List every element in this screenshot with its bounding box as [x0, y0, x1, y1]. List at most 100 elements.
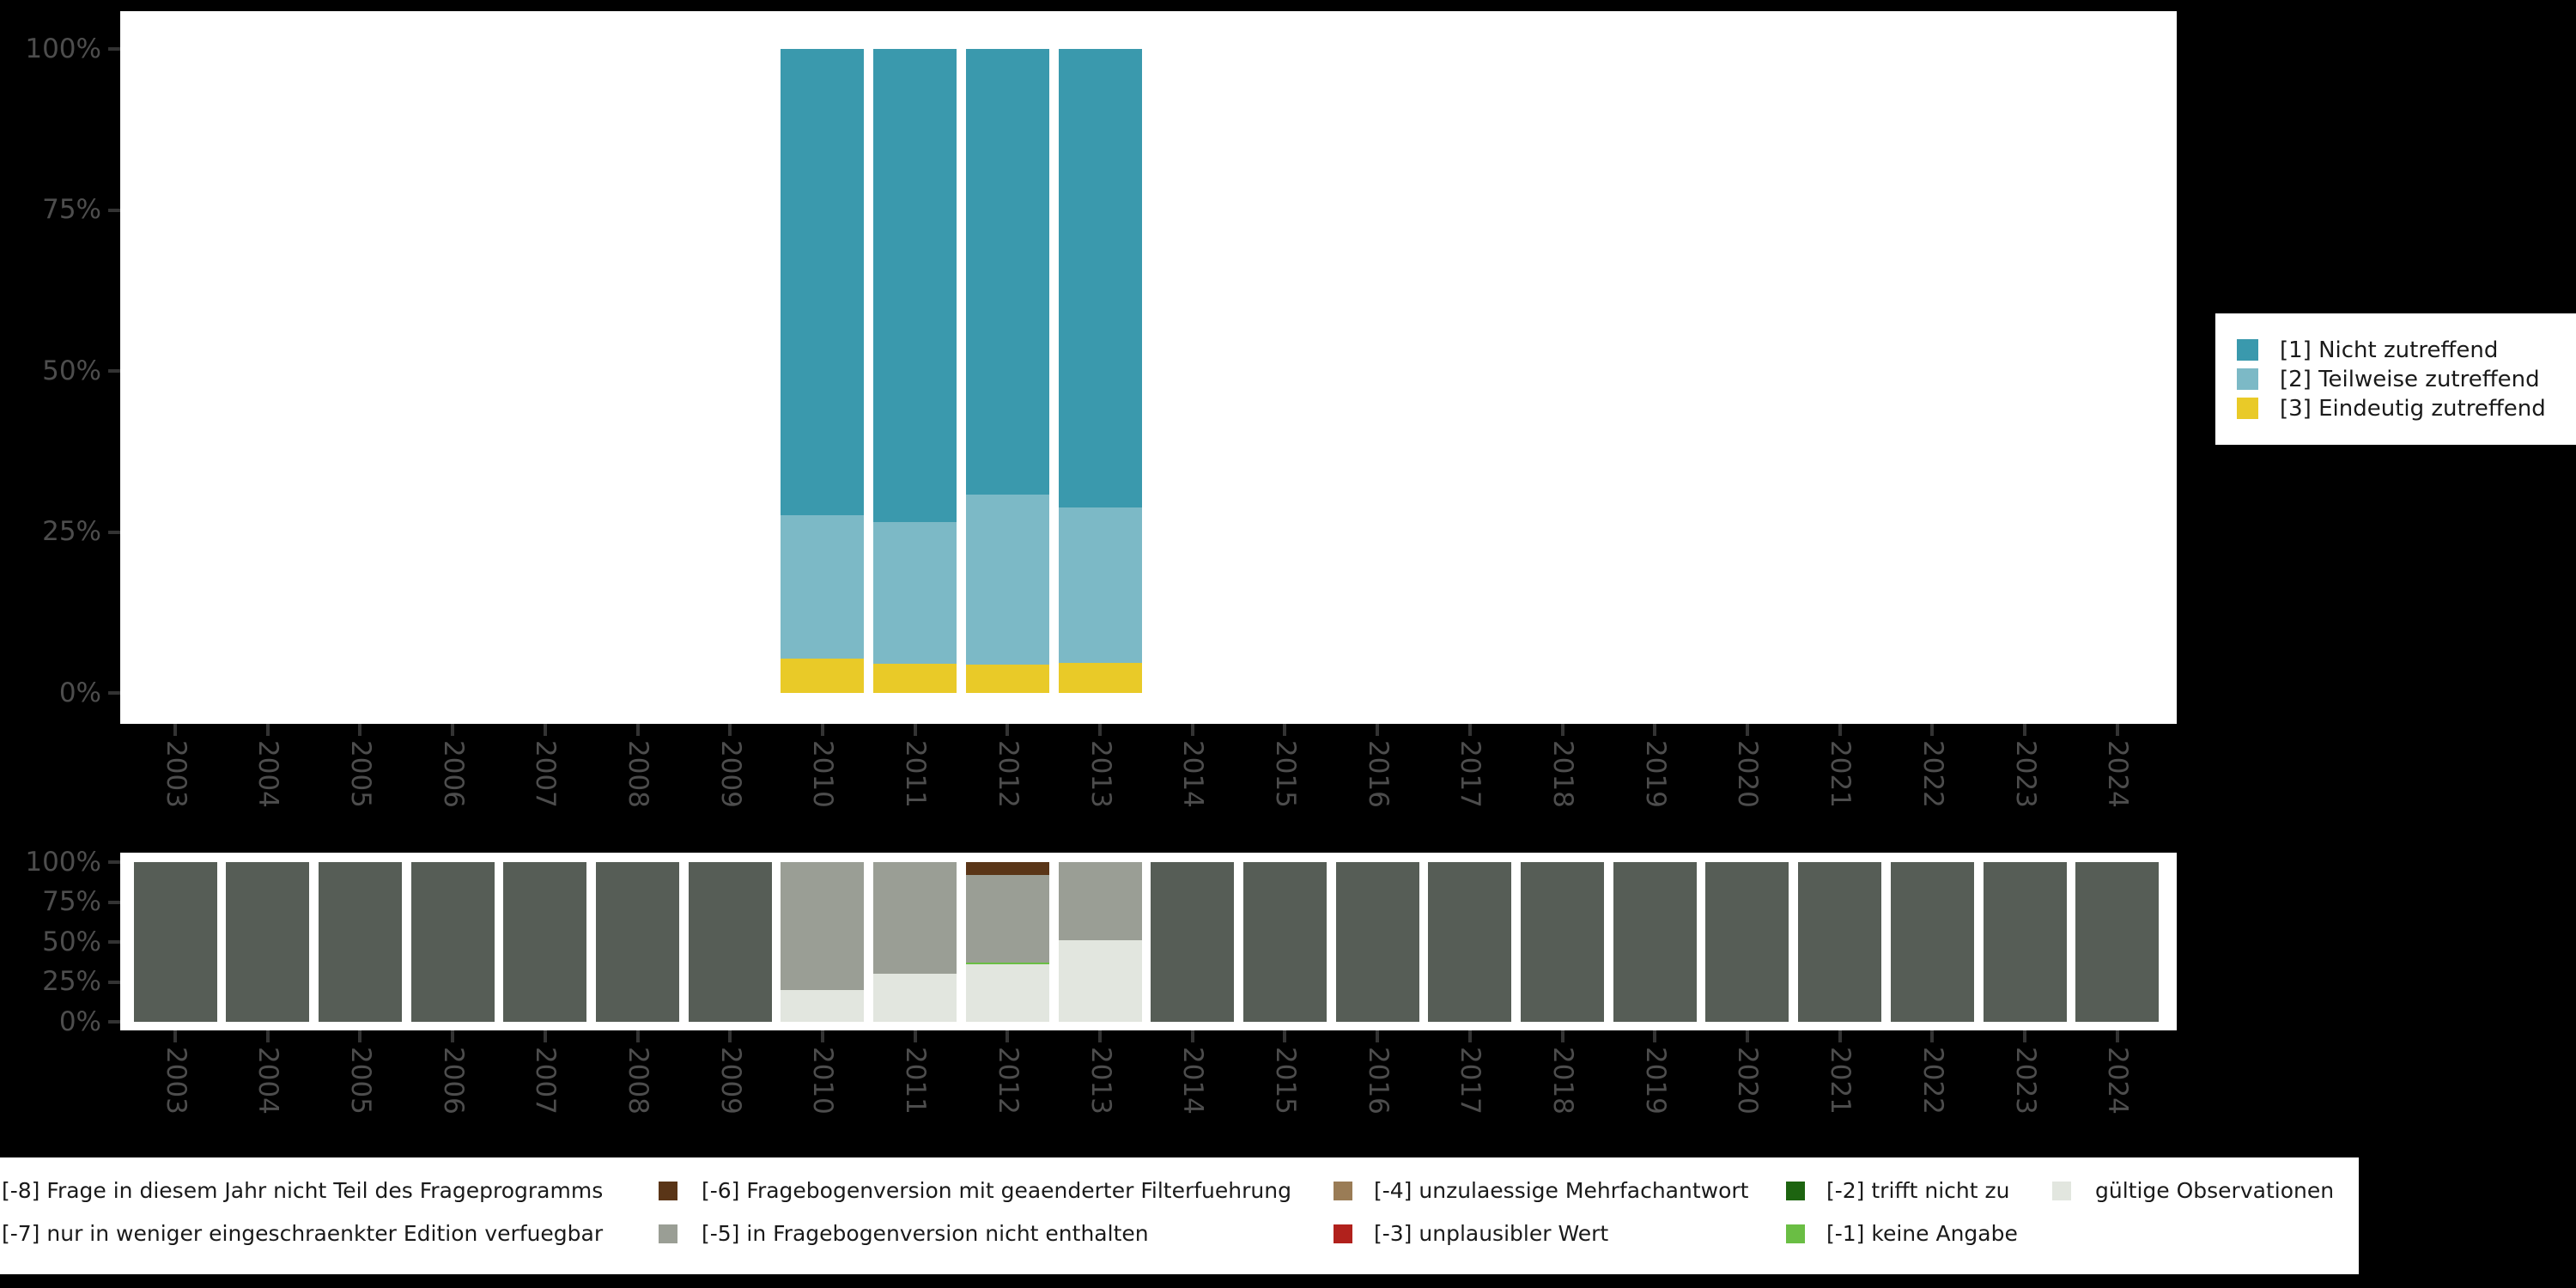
answers-y-tick-mark: [108, 691, 120, 695]
answers-x-tick-mark: [1653, 724, 1657, 736]
missings-legend-label-valid: gültige Observationen: [2095, 1178, 2335, 1203]
missings-legend-label-[-1]: [-1] keine Angabe: [1826, 1221, 2018, 1246]
bar-segment-2006-[-8]: [410, 862, 495, 1022]
bar-segment-2021-[-8]: [1798, 862, 1882, 1022]
bar-segment-2010-[2]: [781, 515, 865, 659]
missings-x-tick-mark: [1005, 1030, 1010, 1042]
bar-segment-2009-[-8]: [688, 862, 772, 1022]
answers-x-tick-label: 2019: [1639, 740, 1671, 808]
answers-x-tick-mark: [358, 724, 362, 736]
bar-segment-2013-[2]: [1058, 507, 1142, 663]
bar-segment-2010-[1]: [781, 49, 865, 515]
bar-segment-2011-[2]: [873, 522, 957, 664]
answers-plot-area: [120, 11, 2177, 724]
bar-segment-2012-[-5]: [965, 875, 1049, 963]
answers-y-tick-label: 0%: [58, 677, 101, 708]
answers-x-tick-label: 2013: [1084, 740, 1116, 808]
answers-y-tick-label: 100%: [25, 33, 101, 64]
answers-legend-swatch-[3]: [2237, 398, 2258, 419]
answers-x-tick-label: 2004: [252, 740, 284, 808]
answers-x-tick-mark: [1930, 724, 1935, 736]
bar-segment-2012-[3]: [965, 665, 1049, 693]
missings-x-tick-label: 2005: [344, 1047, 376, 1115]
bar-segment-2022-[-8]: [1890, 862, 1974, 1022]
missings-x-tick-label: 2023: [2009, 1047, 2041, 1115]
missings-legend-label-[-3]: [-3] unplausibler Wert: [1374, 1221, 1609, 1246]
answers-x-tick-label: 2024: [2102, 740, 2134, 808]
missings-legend-label-[-8]: [-8] Frage in diesem Jahr nicht Teil des…: [2, 1178, 604, 1203]
missings-y-tick-label: 100%: [25, 846, 101, 878]
answers-x-tick-label: 2006: [437, 740, 469, 808]
missings-x-tick-label: 2020: [1732, 1047, 1764, 1115]
missings-x-tick-mark: [2023, 1030, 2026, 1042]
missings-x-tick-label: 2022: [1917, 1047, 1948, 1115]
answers-x-tick-mark: [1376, 724, 1380, 736]
answers-x-tick-label: 2005: [344, 740, 376, 808]
missings-y-tick-mark: [108, 940, 120, 944]
missings-x-tick-label: 2008: [623, 1047, 653, 1115]
missings-legend-label-[-6]: [-6] Fragebogenversion mit geaenderter F…: [702, 1178, 1291, 1203]
answers-x-tick-label: 2023: [2009, 740, 2041, 808]
bar-segment-2003-[-8]: [133, 862, 217, 1022]
answers-x-tick-label: 2018: [1547, 740, 1578, 808]
missings-x-tick-mark: [1560, 1030, 1564, 1042]
missings-x-tick-mark: [913, 1030, 917, 1042]
answers-legend-label-[1]: [1] Nicht zutreffend: [2280, 337, 2499, 363]
answers-x-tick-mark: [913, 724, 917, 736]
answers-x-tick-mark: [1098, 724, 1102, 736]
missings-y-tick-mark: [108, 900, 120, 904]
missings-x-tick-mark: [2115, 1030, 2119, 1042]
missings-x-tick-mark: [1745, 1030, 1749, 1042]
missings-legend-label-[-7]: [-7] nur in weniger eingeschraenkter Edi…: [2, 1221, 604, 1246]
bar-segment-2010-[3]: [781, 658, 865, 693]
answers-y-tick-label: 25%: [42, 516, 101, 547]
missings-x-tick-label: 2011: [900, 1047, 932, 1115]
missings-x-tick-mark: [358, 1030, 362, 1042]
bar-segment-2012-[2]: [965, 495, 1049, 665]
bar-segment-2011-[-5]: [873, 862, 957, 975]
missings-legend-swatch-[-6]: [659, 1182, 677, 1200]
bar-segment-2018-[-8]: [1521, 862, 1604, 1022]
bar-segment-2012-[-6]: [965, 862, 1049, 876]
missings-x-tick-label: 2009: [714, 1047, 746, 1115]
missings-y-tick-label: 0%: [58, 1005, 101, 1037]
bar-segment-2004-[-8]: [226, 862, 310, 1022]
missings-legend-swatch-[-3]: [1334, 1224, 1352, 1243]
bar-segment-2013-[3]: [1058, 662, 1142, 693]
answers-y-tick-mark: [108, 369, 120, 373]
answers-y-tick-label: 75%: [42, 194, 101, 225]
answers-legend-label-[3]: [3] Eindeutig zutreffend: [2280, 395, 2546, 422]
answers-y-tick-label: 50%: [42, 355, 101, 386]
missings-y-tick-label: 50%: [42, 926, 101, 957]
bar-segment-2019-[-8]: [1613, 862, 1697, 1022]
bar-segment-2011-valid: [873, 974, 957, 1022]
missings-y-tick-mark: [108, 1020, 120, 1024]
answers-x-tick-mark: [2115, 724, 2119, 736]
answers-y-tick-mark: [108, 47, 120, 51]
bar-segment-2013-[-5]: [1058, 862, 1142, 941]
missings-legend-swatch-[-5]: [659, 1224, 677, 1243]
answers-x-tick-mark: [820, 724, 824, 736]
missings-x-tick-mark: [1283, 1030, 1287, 1042]
bar-segment-2012-valid: [965, 964, 1049, 1022]
missings-x-tick-mark: [728, 1030, 732, 1042]
bar-segment-2012-[-1]: [965, 962, 1049, 965]
missings-legend-label-[-4]: [-4] unzulaessige Mehrfachantwort: [1374, 1178, 1749, 1203]
bar-segment-2014-[-8]: [1151, 862, 1235, 1022]
bar-segment-2013-valid: [1058, 940, 1142, 1022]
missings-x-tick-label: 2006: [437, 1047, 469, 1115]
bar-segment-2010-valid: [781, 989, 865, 1022]
missings-x-tick-mark: [1190, 1030, 1194, 1042]
bar-segment-2010-[-5]: [781, 862, 865, 990]
missings-x-tick-label: 2017: [1455, 1047, 1486, 1115]
answers-x-tick-mark: [173, 724, 177, 736]
answers-x-tick-label: 2016: [1362, 740, 1394, 808]
bar-segment-2011-[1]: [873, 49, 957, 523]
missings-x-tick-mark: [1653, 1030, 1657, 1042]
missings-legend-swatch-[-4]: [1334, 1182, 1352, 1200]
answers-x-tick-label: 2022: [1917, 740, 1948, 808]
answers-x-tick-mark: [728, 724, 732, 736]
answers-x-tick-label: 2014: [1177, 740, 1209, 808]
answers-x-tick-label: 2020: [1732, 740, 1764, 808]
